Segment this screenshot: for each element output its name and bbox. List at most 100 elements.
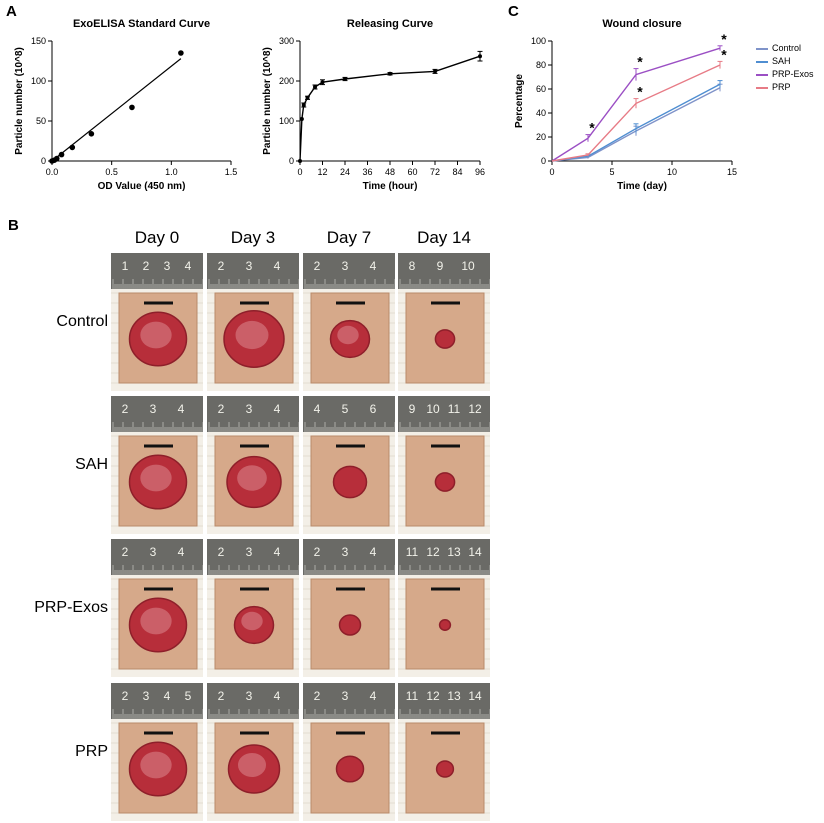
wound-highlight bbox=[140, 321, 172, 349]
legend-swatch bbox=[756, 74, 768, 76]
ruler-number: 3 bbox=[246, 402, 253, 416]
wound-photo: 2 3 4 bbox=[207, 683, 299, 821]
wound-highlight bbox=[140, 464, 172, 492]
ruler-number: 2 bbox=[143, 259, 150, 273]
column-header-day-7: Day 7 bbox=[326, 228, 372, 247]
y-tick-label: 20 bbox=[536, 132, 546, 142]
ruler-number: 2 bbox=[218, 402, 225, 416]
legend-item-sah: SAH bbox=[756, 55, 814, 68]
significance-marker: * bbox=[637, 84, 643, 100]
releasing-curve-chart: Releasing Curve 0 12 24 36 48 60 72 84 96 0 100 200 3… bbox=[262, 18, 485, 192]
wound bbox=[434, 329, 456, 349]
data-point bbox=[88, 131, 95, 137]
y-axis-title: Percentage bbox=[514, 74, 525, 128]
wound-photo-drawing: 11 12 13 14 bbox=[398, 683, 490, 814]
legend-label: PRP bbox=[772, 82, 791, 92]
wound-photo-drawing: 2 3 4 bbox=[303, 539, 395, 670]
ruler-number: 5 bbox=[342, 402, 349, 416]
ruler-number: 4 bbox=[164, 689, 171, 703]
ruler-number: 11 bbox=[406, 689, 419, 703]
x-tick-label: 15 bbox=[727, 167, 737, 177]
ruler-number: 6 bbox=[370, 402, 377, 416]
significance-marker: * bbox=[589, 120, 595, 136]
ruler bbox=[398, 683, 490, 719]
ruler-number: 2 bbox=[314, 545, 321, 559]
ruler bbox=[207, 683, 299, 719]
column-header-day-3: Day 3 bbox=[230, 228, 276, 247]
wound-photo: 11 12 13 14 bbox=[398, 683, 490, 821]
legend-label: Control bbox=[772, 43, 802, 53]
wound-highlight bbox=[241, 611, 263, 631]
ruler-number: 2 bbox=[122, 545, 129, 559]
y-tick-label: 100 bbox=[531, 36, 546, 46]
wound-photo-drawing: 11 12 13 14 bbox=[398, 539, 490, 670]
ruler-number: 13 bbox=[447, 545, 461, 559]
ruler-number: 8 bbox=[409, 259, 416, 273]
wound-photo: 2 3 4 bbox=[207, 253, 299, 391]
y-tick-label: 100 bbox=[279, 116, 294, 126]
data-point bbox=[53, 155, 60, 162]
x-tick-label: 1.5 bbox=[225, 167, 238, 177]
x-tick-label: 0 bbox=[297, 167, 302, 177]
ruler-number: 4 bbox=[185, 259, 192, 273]
chart-title: Wound closure bbox=[602, 18, 681, 30]
x-axis-title: Time (day) bbox=[617, 181, 667, 192]
wound-photo: 4 5 6 bbox=[303, 396, 395, 534]
ruler-number: 3 bbox=[246, 689, 253, 703]
panel-letter-a: A bbox=[6, 3, 17, 20]
ruler-number: 11 bbox=[406, 545, 419, 559]
ruler-number: 1 bbox=[122, 259, 129, 273]
data-point bbox=[69, 144, 76, 151]
wound bbox=[435, 760, 455, 778]
wound-photo-drawing: 2 3 4 bbox=[111, 539, 203, 670]
ruler-number: 2 bbox=[314, 259, 321, 273]
ruler bbox=[111, 253, 203, 289]
ruler bbox=[303, 253, 395, 289]
fit-line bbox=[51, 58, 182, 162]
ruler-number: 4 bbox=[314, 402, 321, 416]
x-tick-label: 0.5 bbox=[105, 167, 118, 177]
wound-highlight bbox=[337, 325, 359, 345]
wound-photo-drawing: 2 3 4 bbox=[303, 683, 395, 814]
y-tick-label: 300 bbox=[279, 36, 294, 46]
data-point bbox=[301, 103, 306, 107]
ruler-number: 9 bbox=[409, 402, 416, 416]
ruler-number: 3 bbox=[143, 689, 150, 703]
y-tick-label: 200 bbox=[279, 76, 294, 86]
wound bbox=[335, 755, 365, 783]
ruler-number: 4 bbox=[370, 545, 377, 559]
wound bbox=[338, 614, 362, 636]
ruler-number: 12 bbox=[468, 402, 482, 416]
y-tick-label: 60 bbox=[536, 84, 546, 94]
significance-marker: * bbox=[637, 54, 643, 70]
ruler-number: 3 bbox=[150, 402, 157, 416]
wound-photo-drawing: 2 3 4 bbox=[303, 253, 395, 384]
x-tick-label: 0.0 bbox=[46, 167, 59, 177]
x-tick-label: 84 bbox=[452, 167, 462, 177]
ruler-number: 3 bbox=[150, 545, 157, 559]
data-point bbox=[129, 104, 135, 111]
ruler-number: 3 bbox=[342, 689, 349, 703]
legend-swatch bbox=[756, 87, 768, 89]
wound-highlight bbox=[237, 753, 267, 777]
y-tick-label: 0 bbox=[541, 156, 546, 166]
wound bbox=[434, 472, 456, 492]
data-point bbox=[478, 54, 482, 59]
ruler bbox=[207, 539, 299, 575]
ruler-number: 2 bbox=[122, 689, 129, 703]
wound-photo: 2 3 4 bbox=[111, 539, 203, 677]
column-header-day-14: Day 14 bbox=[417, 228, 471, 247]
wound-photo-drawing: 4 5 6 bbox=[303, 396, 395, 527]
wound-photo: 2 3 4 bbox=[303, 539, 395, 677]
ruler-number: 12 bbox=[426, 689, 440, 703]
wound-highlight bbox=[237, 465, 267, 491]
y-tick-label: 150 bbox=[31, 36, 46, 46]
data-point bbox=[58, 151, 65, 158]
legend-label: PRP-Exos bbox=[772, 69, 814, 79]
data-point bbox=[313, 85, 317, 89]
wound-photo-drawing: 2 3 4 bbox=[207, 539, 299, 670]
legend-item-control: Control bbox=[756, 42, 814, 55]
release-series-line bbox=[299, 55, 481, 162]
